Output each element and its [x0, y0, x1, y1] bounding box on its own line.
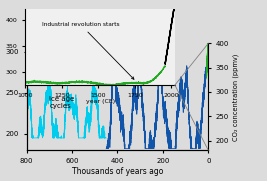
Text: Industrial revolution starts: Industrial revolution starts [42, 22, 134, 79]
Y-axis label: CO₂ concentration (ppmv): CO₂ concentration (ppmv) [232, 53, 239, 140]
X-axis label: year (CE): year (CE) [85, 99, 115, 104]
X-axis label: Thousands of years ago: Thousands of years ago [72, 167, 163, 176]
Text: Ice age
cycles: Ice age cycles [49, 96, 75, 109]
